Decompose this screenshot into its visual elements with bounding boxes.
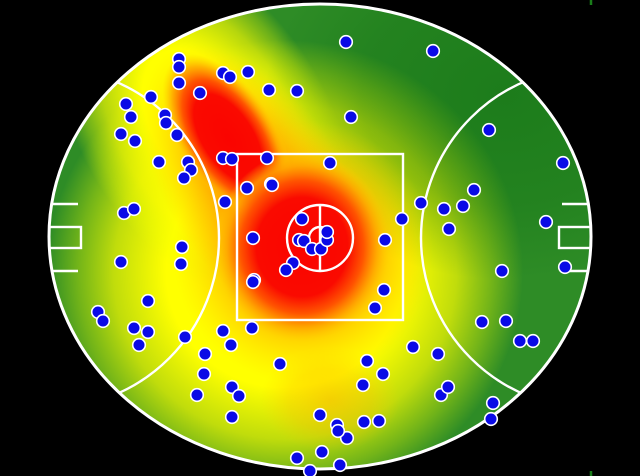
data-point [371, 413, 387, 429]
data-point [174, 239, 190, 255]
data-point [330, 423, 346, 439]
data-point [240, 64, 256, 80]
data-point [245, 230, 261, 246]
data-point [376, 282, 392, 298]
data-point [466, 182, 482, 198]
data-point [215, 323, 231, 339]
scatter-points [90, 34, 573, 476]
data-point [177, 329, 193, 345]
data-point [430, 346, 446, 362]
data-point [126, 320, 142, 336]
data-point [264, 177, 280, 193]
field-boundary [47, 2, 593, 471]
data-point [367, 300, 383, 316]
data-point [474, 314, 490, 330]
data-point [557, 259, 573, 275]
data-point [222, 69, 238, 85]
data-point [394, 211, 410, 227]
data-point [555, 155, 571, 171]
data-point [375, 366, 391, 382]
data-point [483, 411, 499, 427]
field-markings [49, 66, 591, 410]
data-point [173, 256, 189, 272]
data-point [332, 457, 348, 473]
data-point [131, 337, 147, 353]
data-point [224, 409, 240, 425]
data-point [338, 34, 354, 50]
data-point [455, 198, 471, 214]
data-point [126, 201, 142, 217]
left-50m-arc [49, 66, 221, 410]
data-point [289, 83, 305, 99]
right-50m-arc [419, 66, 591, 410]
data-point [118, 96, 134, 112]
data-point [140, 293, 156, 309]
data-point [196, 366, 212, 382]
data-point [217, 194, 233, 210]
goal-square-right [557, 225, 591, 250]
data-point [538, 214, 554, 230]
data-point [113, 126, 129, 142]
data-point [169, 127, 185, 143]
data-point [123, 109, 139, 125]
data-point [261, 82, 277, 98]
data-point [314, 444, 330, 460]
data-point [171, 75, 187, 91]
data-point [192, 85, 208, 101]
data-point [481, 122, 497, 138]
data-point [312, 407, 328, 423]
data-point [245, 274, 261, 290]
data-point [143, 89, 159, 105]
data-point [239, 180, 255, 196]
center-square [235, 152, 405, 322]
data-point [95, 313, 111, 329]
data-point [113, 254, 129, 270]
data-point [272, 356, 288, 372]
data-point [294, 211, 310, 227]
data-point [498, 313, 514, 329]
data-point [494, 263, 510, 279]
data-point [485, 395, 501, 411]
data-point [223, 337, 239, 353]
data-point [425, 43, 441, 59]
data-point [127, 133, 143, 149]
data-point [322, 155, 338, 171]
data-point [405, 339, 421, 355]
data-point [231, 388, 247, 404]
goal-square-left [49, 225, 83, 250]
data-point [319, 224, 335, 240]
data-point [413, 195, 429, 211]
data-point [244, 320, 260, 336]
data-point [377, 232, 393, 248]
data-point [278, 262, 294, 278]
data-point [440, 379, 456, 395]
data-point [259, 150, 275, 166]
data-point [512, 333, 528, 349]
data-point [302, 463, 318, 476]
data-point [441, 221, 457, 237]
data-point [356, 414, 372, 430]
data-point [189, 387, 205, 403]
data-point [289, 450, 305, 466]
data-point [224, 151, 240, 167]
data-point [436, 201, 452, 217]
data-point [176, 170, 192, 186]
data-point [171, 59, 187, 75]
data-point [359, 353, 375, 369]
data-point [140, 324, 156, 340]
data-point [197, 346, 213, 362]
data-point [355, 377, 371, 393]
data-point [525, 333, 541, 349]
data-point [151, 154, 167, 170]
data-point [343, 109, 359, 125]
data-point [158, 115, 174, 131]
